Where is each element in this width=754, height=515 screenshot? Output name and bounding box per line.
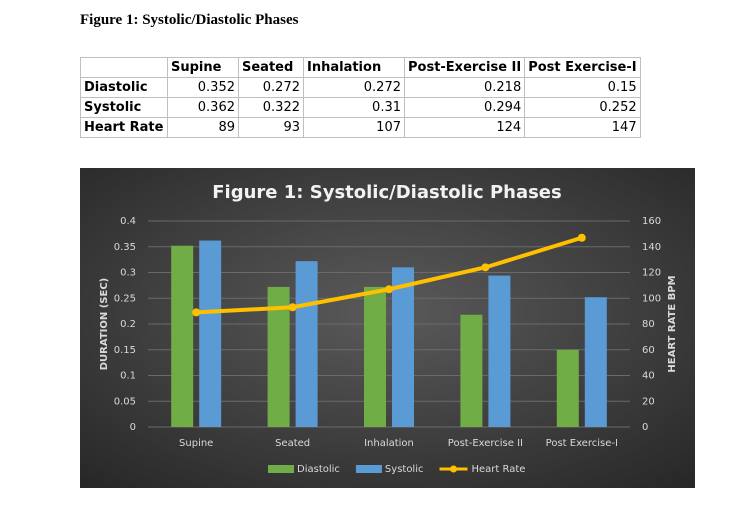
table-cell: Diastolic: [80, 77, 168, 98]
line-marker: [481, 263, 490, 272]
line-marker: [385, 285, 393, 294]
table-row: Heart Rate 89 93 107 124 147: [80, 117, 641, 138]
x-tick-label: Seated: [275, 438, 310, 449]
y2-tick-label: 0: [642, 422, 648, 433]
chart-title: Figure 1: Systolic/Diastolic Phases: [212, 182, 561, 203]
y-tick-label: 0.25: [114, 293, 136, 304]
y-tick-label: 0: [130, 422, 136, 433]
table-cell: 0.31: [303, 97, 405, 118]
y2-tick-label: 160: [642, 216, 661, 227]
y-tick-label: 0.05: [114, 396, 136, 407]
chart: Figure 1: Systolic/Diastolic Phases DURA…: [80, 168, 695, 488]
y2-tick-label: 60: [642, 345, 655, 356]
bar: [460, 314, 483, 427]
y2-tick-label: 100: [642, 293, 661, 304]
bar: [488, 275, 511, 427]
table-cell: 0.352: [167, 77, 239, 98]
table-cell: 124: [403, 117, 526, 138]
y2-tick-label: 120: [642, 268, 661, 279]
bar: [199, 240, 222, 427]
table-cell: Seated: [238, 57, 304, 78]
legend-swatch: [355, 465, 382, 473]
y-tick-label: 0.1: [120, 371, 136, 382]
y-tick-label: 0.35: [114, 242, 136, 253]
legend-label: Heart Rate: [472, 464, 526, 475]
y2-tick-label: 40: [642, 371, 655, 382]
table-cell: Supine: [167, 57, 239, 78]
bar: [556, 349, 579, 427]
bar: [584, 297, 607, 427]
table-cell: 0.272: [238, 77, 304, 98]
legend-swatch: [450, 465, 457, 473]
table-cell: 0.252: [524, 97, 641, 118]
table-cell: 107: [303, 117, 405, 138]
bar: [171, 245, 194, 427]
table-cell: 93: [238, 117, 304, 138]
y-axis-title: DURATION (SEC): [99, 278, 110, 371]
table-cell: Post-Exercise II: [403, 57, 526, 78]
table-cell: 147: [524, 117, 641, 138]
table-cell: 89: [167, 117, 239, 138]
legend-label: Systolic: [385, 464, 424, 475]
x-tick-label: Post Exercise-I: [546, 438, 618, 449]
data-table: Supine Seated Inhalation Post-Exercise II Po…: [80, 57, 641, 138]
table-cell: 0.15: [524, 77, 641, 98]
y2-axis-title: HEART RATE BPM: [667, 275, 678, 372]
table-cell: 0.294: [403, 97, 526, 118]
line-marker: [288, 303, 297, 312]
heading: Figure 1: Systolic/Diastolic Phases: [80, 12, 299, 28]
y2-tick-label: 140: [642, 242, 661, 253]
bar: [295, 261, 318, 427]
legend-swatch: [268, 465, 294, 473]
bar: [364, 286, 386, 427]
x-tick-label: Inhalation: [364, 438, 414, 449]
table-cell: [80, 57, 168, 78]
table-cell: Post Exercise-I: [524, 57, 641, 78]
y-tick-label: 0.2: [120, 319, 136, 330]
table-cell: 0.322: [238, 97, 304, 118]
line-marker: [192, 308, 201, 317]
y2-tick-label: 20: [642, 396, 655, 407]
y-tick-label: 0.3: [120, 268, 136, 279]
y-tick-label: 0.15: [114, 345, 136, 356]
bar: [392, 267, 414, 427]
table-cell: 0.362: [167, 97, 239, 118]
table-row: Supine Seated Inhalation Post-Exercise II Po…: [80, 57, 641, 78]
table-row: Systolic 0.362 0.322 0.31 0.294 0.252: [80, 97, 641, 118]
table-cell: Systolic: [80, 97, 168, 118]
y2-tick-label: 80: [642, 319, 655, 330]
x-tick-label: Post-Exercise II: [448, 438, 523, 449]
table-cell: 0.218: [403, 77, 526, 98]
table-cell: 0.272: [303, 77, 405, 98]
x-tick-label: Supine: [179, 438, 213, 449]
table-cell: Heart Rate: [80, 117, 168, 138]
table-row: Diastolic 0.352 0.272 0.272 0.218 0.15: [80, 77, 641, 98]
table-cell: Inhalation: [303, 57, 405, 78]
y-tick-label: 0.4: [120, 216, 136, 227]
legend-label: Diastolic: [297, 464, 340, 475]
bar: [267, 286, 290, 427]
line-marker: [577, 233, 586, 242]
